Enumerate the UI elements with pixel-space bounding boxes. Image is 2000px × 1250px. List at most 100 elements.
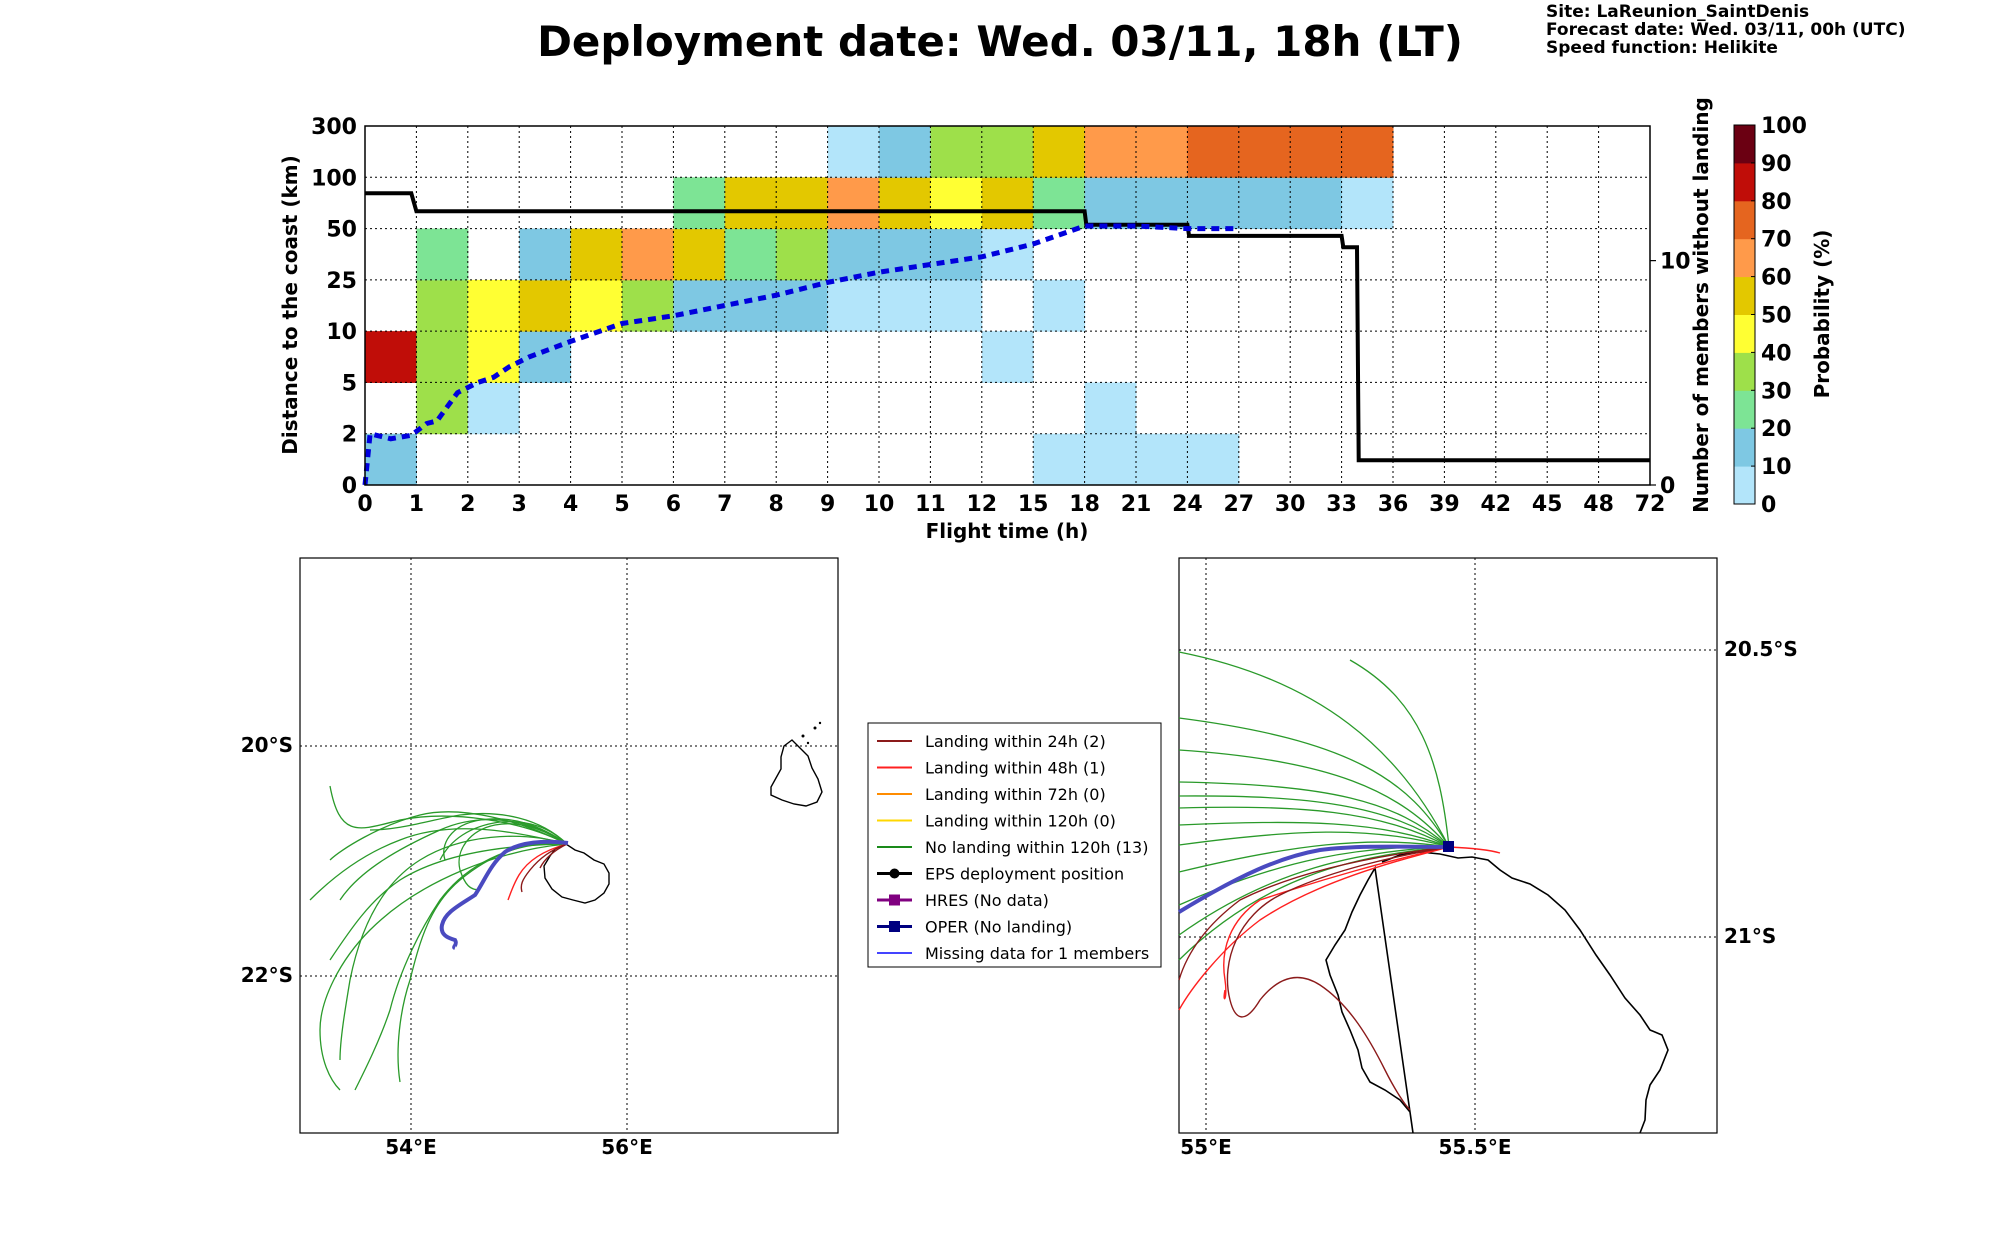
x-tick-label: 36 — [1378, 492, 1409, 517]
heatmap-lines — [362, 191, 1650, 486]
heatmap-cell — [981, 177, 1034, 230]
y-tick-label: 2 — [342, 423, 357, 448]
map-right-lon-555: 55.5°E — [1438, 1135, 1511, 1159]
map-left-lat-20: 20°S — [241, 733, 293, 757]
heatmap-cell — [930, 177, 983, 230]
heatmap-cell — [365, 433, 417, 486]
heatmap-cell — [879, 279, 931, 332]
heatmap-cell — [1084, 126, 1137, 178]
x-tick-label: 15 — [1018, 492, 1049, 517]
colorbar-tick-label: 60 — [1761, 266, 1792, 291]
colorbar-segment — [1734, 238, 1755, 278]
reunion-island-small — [543, 843, 610, 904]
heatmap-cell — [519, 331, 572, 383]
x-tick-label: 4 — [563, 492, 578, 517]
heatmap-cell — [1187, 177, 1240, 230]
heatmap-cell — [1084, 433, 1137, 486]
colorbar-segment — [1734, 390, 1755, 429]
heatmap-cell — [519, 228, 572, 281]
y-tick-label: 5 — [342, 371, 357, 396]
x-tick-label: 12 — [966, 492, 997, 517]
heatmap-cell — [673, 228, 726, 281]
heatmap-cell — [570, 279, 623, 332]
x-tick-label: 7 — [717, 492, 732, 517]
map-left-lat-22: 22°S — [241, 963, 293, 987]
heatmap-cell — [1136, 126, 1188, 178]
heatmap-cell — [930, 279, 983, 332]
heatmap-cell — [1341, 126, 1394, 178]
x-tick-label: 2 — [460, 492, 475, 517]
heatmap-cell — [776, 228, 829, 281]
x-tick-label: 5 — [614, 492, 629, 517]
map-right-lon-55: 55°E — [1180, 1135, 1232, 1159]
heatmap-cell — [879, 126, 931, 178]
figure-title: Deployment date: Wed. 03/11, 18h (LT) — [537, 17, 1463, 66]
y-tick-label: 25 — [326, 269, 357, 294]
heatmap-cell — [930, 126, 983, 178]
y-tick-label: 100 — [311, 166, 357, 191]
colorbar-segment — [1734, 125, 1755, 164]
y-tick-label: 300 — [311, 115, 357, 140]
map-left: 54°E 56°E 20°S 22°S — [241, 557, 839, 1159]
y-axis-label: Distance to the coast (km) — [278, 155, 302, 455]
x-tick-label: 21 — [1121, 492, 1152, 517]
heatmap-cell — [519, 279, 572, 332]
legend-marker — [889, 868, 900, 879]
heatmap-cell — [1084, 177, 1137, 230]
heatmap-cell — [827, 126, 880, 178]
legend-label: OPER (No landing) — [925, 918, 1072, 937]
x-tick-label: 33 — [1326, 492, 1357, 517]
colorbar-segment — [1734, 428, 1755, 467]
heatmap-cell — [724, 177, 777, 230]
site-info: Site: LaReunion_SaintDenis — [1546, 2, 1809, 22]
y-tick-label: 50 — [326, 218, 357, 243]
colorbar-tick-label: 100 — [1761, 114, 1807, 139]
heatmap-cell — [724, 228, 777, 281]
heatmap-cell — [1238, 177, 1291, 230]
colorbar-tick-label: 90 — [1761, 152, 1792, 177]
legend: Landing within 24h (2) Landing within 48h… — [867, 722, 1162, 968]
x-tick-label: 0 — [357, 492, 372, 517]
map-right-lat-21: 21°S — [1724, 924, 1776, 948]
colorbar-segment — [1734, 276, 1755, 315]
heatmap-panel: 0 1 2 3 4 5 6 7 8 9 10 11 12 15 18 21 24 27 30 33 36 39 42 45 48… — [278, 97, 1713, 543]
heatmap-frame — [364, 125, 1651, 486]
heatmap-cell — [416, 331, 469, 383]
forecast-info: Forecast date: Wed. 03/11, 00h (UTC) — [1546, 20, 1905, 40]
heatmap-cell — [1341, 177, 1394, 230]
x-tick-label: 42 — [1480, 492, 1511, 517]
heatmap-cell — [1187, 126, 1240, 178]
heatmap-cell — [416, 279, 469, 332]
right-tick-label: 10 — [1660, 250, 1691, 275]
colorbar-tick-label: 30 — [1761, 379, 1792, 404]
heatmap-cell — [1033, 279, 1086, 332]
heatmap-cell — [622, 228, 674, 281]
legend-items: Landing within 24h (2) Landing within 48h… — [877, 732, 1149, 963]
x-axis-label: Flight time (h) — [926, 519, 1089, 543]
series-line-median-distance — [362, 223, 1239, 486]
x-tick-label: 6 — [666, 492, 681, 517]
x-tick-label: 72 — [1635, 492, 1666, 517]
legend-label: Landing within 120h (0) — [925, 812, 1116, 831]
colorbar-tick-label: 10 — [1761, 455, 1792, 480]
heatmap-cell — [622, 279, 674, 332]
x-tick-label: 27 — [1223, 492, 1254, 517]
y-tick-label: 0 — [342, 474, 357, 499]
heatmap-cell — [1033, 177, 1086, 230]
x-tick-labels: 0 1 2 3 4 5 6 7 8 9 10 11 12 15 18 21 24 27 30 33 36 39 42 45 48… — [357, 492, 1665, 517]
heatmap-cell — [1290, 177, 1343, 230]
heatmap-cell — [776, 177, 829, 230]
heatmap-cell — [467, 382, 520, 435]
map-left-lon-56: 56°E — [601, 1135, 653, 1159]
heatmap-cell — [1136, 433, 1188, 486]
deployment-marker — [1443, 841, 1454, 852]
map-right-lat-205: 20.5°S — [1724, 637, 1798, 661]
colorbar: 0 10 20 30 40 50 60 70 80 90 100 Probability (%) — [1733, 114, 1834, 518]
right-tick-label: 0 — [1660, 474, 1675, 499]
x-tick-label: 9 — [820, 492, 835, 517]
heatmap-cell — [930, 228, 983, 281]
legend-label: Missing data for 1 members — [925, 944, 1149, 963]
heatmap-cell — [673, 177, 726, 230]
heatmap-cell — [1033, 433, 1086, 486]
